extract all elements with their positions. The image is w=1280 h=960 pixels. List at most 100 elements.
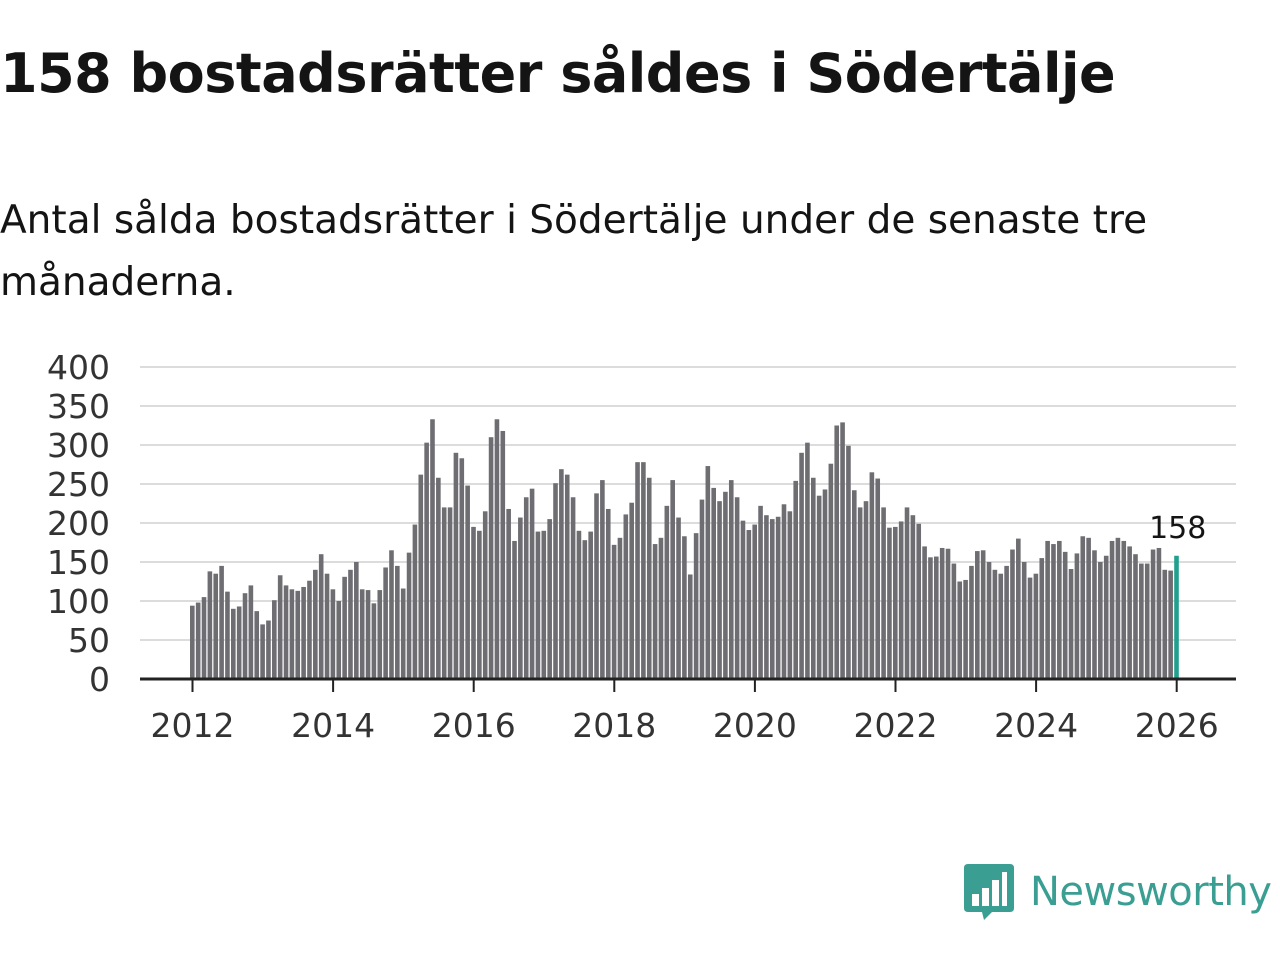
y-tick-label: 250 <box>47 465 110 504</box>
bar <box>1168 570 1173 679</box>
bar <box>277 575 283 679</box>
bar <box>418 474 424 679</box>
y-tick-label: 200 <box>47 504 110 543</box>
bar <box>289 589 295 679</box>
bar <box>477 530 482 679</box>
bar <box>998 573 1004 679</box>
bar <box>1150 549 1156 679</box>
bar <box>406 552 412 679</box>
bar <box>236 606 242 679</box>
x-tick-label: 2022 <box>854 706 938 740</box>
bar <box>969 565 974 679</box>
bar <box>1039 558 1045 679</box>
bar-latest <box>1174 555 1179 679</box>
bar <box>1021 562 1027 679</box>
bar <box>1133 554 1138 679</box>
bar <box>295 590 301 679</box>
bar <box>453 452 459 679</box>
newsworthy-logo: Newsworthy <box>962 862 1272 922</box>
bar <box>354 562 359 679</box>
bar <box>447 507 453 679</box>
bar <box>693 533 699 679</box>
bar <box>588 531 593 679</box>
bar <box>283 585 289 679</box>
bar <box>652 544 658 679</box>
bar <box>799 452 804 679</box>
bar <box>254 611 260 679</box>
bar <box>471 526 476 679</box>
bar <box>898 521 904 679</box>
bar <box>1051 544 1056 679</box>
bar <box>1045 540 1050 679</box>
bar <box>459 458 465 679</box>
bar <box>1109 540 1115 679</box>
bar <box>752 524 757 679</box>
bar <box>775 516 781 679</box>
bar <box>957 581 963 679</box>
bar <box>951 563 957 679</box>
bar <box>758 505 763 679</box>
bar <box>793 480 799 679</box>
bar <box>301 586 306 679</box>
bar <box>1033 573 1039 679</box>
bar <box>846 445 851 679</box>
bar <box>658 537 664 679</box>
x-tick-label: 2020 <box>713 706 797 740</box>
bar <box>529 488 535 679</box>
bar <box>781 504 787 679</box>
bar <box>336 601 342 679</box>
bar <box>828 463 834 679</box>
bar <box>307 580 312 679</box>
bar <box>1115 537 1121 679</box>
latest-value-label: 158 <box>1149 511 1206 546</box>
bar <box>576 530 582 679</box>
bar <box>482 511 488 679</box>
bar <box>945 548 951 679</box>
bar <box>629 502 634 679</box>
bar <box>600 480 605 679</box>
bar <box>1016 538 1021 679</box>
bar <box>1057 540 1062 679</box>
y-tick-label: 100 <box>47 582 110 621</box>
bar <box>939 547 945 679</box>
y-tick-label: 400 <box>47 348 110 387</box>
bar <box>564 474 570 679</box>
bar <box>488 437 494 679</box>
bar <box>605 508 611 679</box>
bar <box>1004 565 1009 679</box>
bar <box>687 574 693 679</box>
bar <box>201 597 207 679</box>
chart-subtitle: Antal sålda bostadsrätter i Södertälje u… <box>0 198 1148 305</box>
x-tick-label: 2024 <box>994 706 1078 740</box>
bar <box>242 593 248 679</box>
bar <box>365 590 371 679</box>
bar <box>728 480 734 679</box>
x-tick-label: 2018 <box>572 706 656 740</box>
bar <box>611 544 617 679</box>
newsworthy-logo-icon <box>964 864 1014 920</box>
bar <box>863 501 869 679</box>
bar <box>1162 569 1168 679</box>
bar <box>190 605 195 679</box>
bar <box>383 567 388 679</box>
bar <box>594 493 599 679</box>
brand-name: Newsworthy <box>1030 869 1272 915</box>
bar <box>851 490 857 679</box>
bar <box>916 523 922 679</box>
bar <box>734 497 740 679</box>
bar <box>553 483 558 679</box>
bar <box>559 469 564 679</box>
bar <box>1068 569 1074 679</box>
bar <box>389 550 394 679</box>
bar <box>1086 537 1091 679</box>
bar <box>787 511 793 679</box>
bar <box>963 579 968 679</box>
bar <box>330 589 336 679</box>
bar <box>506 508 511 679</box>
bar <box>195 602 201 679</box>
bar <box>635 462 640 679</box>
bar <box>705 466 711 679</box>
bar <box>272 600 277 679</box>
bar <box>893 526 898 679</box>
